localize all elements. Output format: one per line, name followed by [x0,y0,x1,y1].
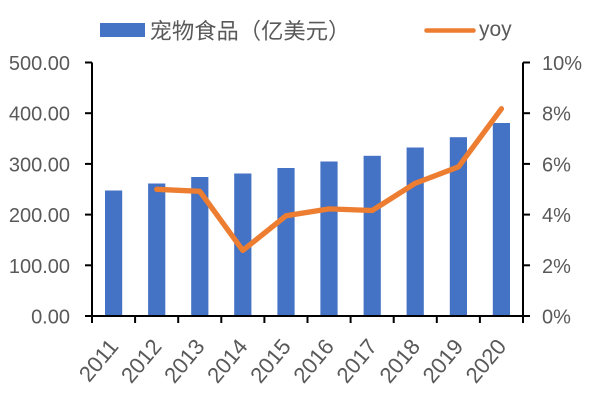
svg-text:0.00: 0.00 [31,307,70,329]
svg-text:2%: 2% [542,256,571,278]
svg-text:10%: 10% [542,53,582,75]
svg-text:100.00: 100.00 [9,256,70,278]
svg-text:200.00: 200.00 [9,205,70,227]
svg-text:0%: 0% [542,307,571,329]
svg-text:8%: 8% [542,104,571,126]
svg-text:4%: 4% [542,205,571,227]
svg-text:6%: 6% [542,154,571,176]
svg-text:500.00: 500.00 [9,53,70,75]
svg-text:yoy: yoy [479,18,512,41]
svg-text:400.00: 400.00 [9,104,70,126]
svg-text:300.00: 300.00 [9,154,70,176]
